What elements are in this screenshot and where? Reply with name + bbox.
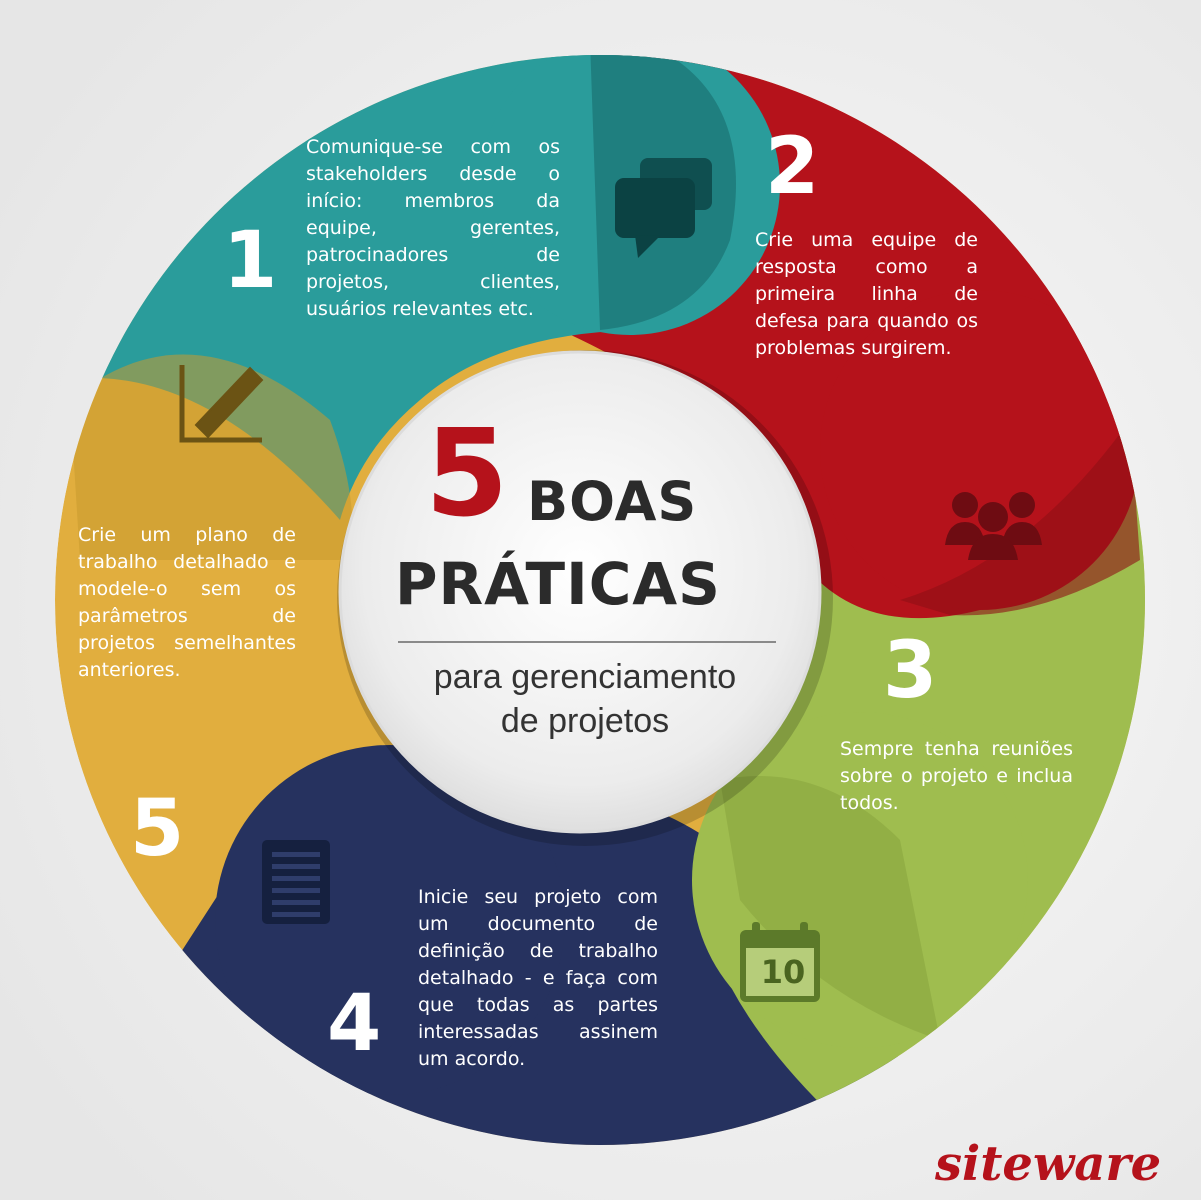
practice-4-text: Inicie seu projeto com um documento de d…: [418, 886, 658, 1070]
title-line2: PRÁTICAS: [395, 550, 721, 618]
practice-3-number: 3: [883, 626, 938, 716]
practice-2-text: Crie uma equipe de resposta como a prime…: [755, 229, 978, 359]
document-icon: [262, 840, 330, 924]
practice-5-text: Crie um plano de trabalho detalhado e mo…: [78, 524, 296, 681]
practice-4-number: 4: [327, 979, 382, 1069]
siteware-logo: siteware: [935, 1136, 1162, 1192]
group-people-icon: [945, 492, 1042, 560]
practice-1-text: Comunique-se com os stakeholders desde o…: [306, 136, 560, 320]
practice-2-number: 2: [765, 122, 820, 212]
calendar-day: 10: [760, 953, 806, 991]
pencil-chart-icon: [179, 365, 264, 443]
title-number: 5: [425, 405, 509, 544]
center-title: 5 BOAS PRÁTICAS: [355, 415, 795, 645]
center-circle: [338, 350, 822, 834]
practice-5-number: 5: [130, 784, 185, 874]
practice-1-number: 1: [223, 216, 278, 306]
subtitle-line1: para gerenciamento: [433, 658, 737, 696]
practice-3-text: Sempre tenha reuniões sobre o projeto e …: [840, 738, 1073, 814]
calendar-icon: [740, 922, 820, 1002]
chat-bubbles-icon: [615, 158, 712, 258]
title-subtitle: para gerenciamento de projetos: [380, 655, 790, 743]
subtitle-line2: de projetos: [500, 702, 670, 740]
title-line1: BOAS: [527, 470, 698, 533]
